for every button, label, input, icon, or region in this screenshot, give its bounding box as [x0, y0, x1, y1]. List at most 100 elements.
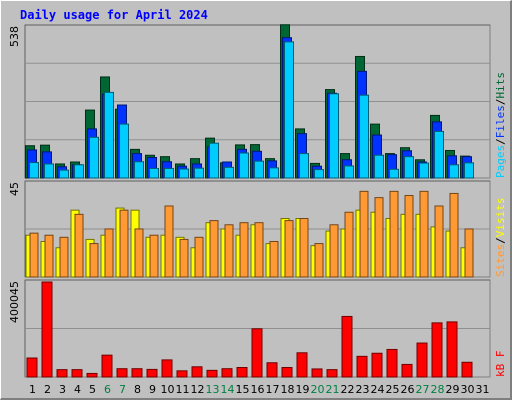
bar-sites-day-17: [269, 240, 279, 278]
axis-labels: 538 45 400045: [8, 26, 21, 323]
legend-sep-3: /: [494, 237, 507, 244]
bar-pages-day-3: [59, 169, 69, 179]
bar-pages-day-21: [329, 93, 339, 179]
bar-kbytes-day-29: [446, 321, 458, 378]
bar-kbytes-day-18: [281, 367, 293, 378]
bar-pages-day-8: [134, 161, 144, 179]
bar-pages-day-22: [344, 165, 354, 179]
bar-kbytes-day-23: [356, 355, 368, 378]
day-label-20: 20: [311, 383, 325, 396]
bar-kbytes-day-21: [326, 369, 338, 378]
bar-sites-day-20: [314, 243, 324, 278]
day-label-7: 7: [119, 383, 126, 396]
ymax-label-top: 538: [8, 26, 21, 47]
day-label-31: 31: [476, 383, 490, 396]
pane-hits-files-pages: [24, 24, 491, 179]
day-label-23: 23: [356, 383, 370, 396]
bar-kbytes-day-10: [161, 359, 173, 378]
ymax-label-bot: 400045: [8, 281, 21, 323]
bar-sites-day-18: [284, 220, 294, 278]
day-label-15: 15: [236, 383, 250, 396]
bar-kbytes-day-6: [101, 354, 113, 378]
bar-pages-day-2: [44, 163, 54, 179]
bar-sites-day-5: [89, 243, 99, 278]
day-label-17: 17: [266, 383, 280, 396]
bar-pages-day-4: [74, 164, 84, 179]
bar-pages-day-18: [284, 41, 294, 179]
legend-top: Pages/Files/Hits: [494, 72, 507, 178]
legend-mid: Sites/Visits: [494, 198, 507, 278]
bar-sites-day-15: [239, 222, 249, 278]
bar-pages-day-28: [434, 130, 444, 179]
legend-hits: Hits: [494, 72, 507, 99]
bar-sites-day-8: [134, 228, 144, 278]
bar-sites-day-24: [374, 197, 384, 278]
day-label-29: 29: [446, 383, 460, 396]
day-label-11: 11: [176, 383, 190, 396]
bar-kbytes-day-7: [116, 368, 128, 378]
bar-kbytes-day-2: [41, 281, 53, 378]
bar-sites-day-4: [74, 213, 84, 278]
day-label-1: 1: [29, 383, 36, 396]
bar-sites-day-28: [434, 205, 444, 278]
chart-title: Daily usage for April 2024: [20, 8, 208, 22]
legend-sep-1: /: [494, 138, 507, 145]
bar-sites-day-10: [164, 205, 174, 278]
day-label-3: 3: [59, 383, 66, 396]
bar-kbytes-day-8: [131, 368, 143, 378]
bar-kbytes-day-16: [251, 328, 263, 378]
bar-sites-day-11: [179, 238, 189, 278]
bar-kbytes-day-3: [56, 369, 68, 378]
day-label-28: 28: [431, 383, 445, 396]
bar-kbytes-day-27: [416, 342, 428, 378]
bar-sites-day-13: [209, 220, 219, 278]
legend-sep-2: /: [494, 99, 507, 106]
day-label-8: 8: [134, 383, 141, 396]
bar-kbytes-day-22: [341, 315, 353, 378]
bar-pages-day-24: [374, 154, 384, 179]
day-label-25: 25: [386, 383, 400, 396]
bar-sites-day-3: [59, 236, 69, 278]
bar-pages-day-15: [239, 152, 249, 179]
bar-pages-day-26: [404, 156, 414, 179]
bar-kbytes-day-4: [71, 369, 83, 378]
bar-sites-day-26: [404, 195, 414, 278]
bar-sites-day-1: [29, 232, 39, 278]
bar-kbytes-day-28: [431, 322, 443, 378]
bar-sites-day-23: [359, 190, 369, 278]
bar-pages-day-23: [359, 94, 369, 179]
bar-pages-day-16: [254, 160, 264, 179]
bar-sites-day-6: [104, 228, 114, 278]
bar-pages-day-29: [449, 164, 459, 179]
bar-kbytes-day-20: [311, 368, 323, 378]
day-label-16: 16: [251, 383, 265, 396]
bar-sites-day-22: [344, 211, 354, 278]
bar-kbytes-day-30: [461, 361, 473, 378]
bar-kbytes-day-1: [26, 357, 38, 378]
bar-sites-day-7: [119, 209, 129, 278]
legend-bot: kB F: [494, 351, 507, 378]
bar-sites-day-9: [149, 234, 159, 278]
bar-pages-day-27: [419, 162, 429, 179]
bar-kbytes-day-12: [191, 366, 203, 378]
bar-pages-day-10: [164, 167, 174, 179]
bar-kbytes-day-14: [221, 368, 233, 378]
bar-kbytes-day-19: [296, 352, 308, 378]
legend-pages-files-hits: Pages/Files/Hits: [494, 72, 507, 178]
day-label-9: 9: [149, 383, 156, 396]
bar-sites-day-16: [254, 222, 264, 278]
bar-pages-day-12: [194, 167, 204, 179]
bar-pages-day-25: [389, 168, 399, 179]
bar-pages-day-20: [314, 169, 324, 179]
day-label-13: 13: [206, 383, 220, 396]
bar-sites-day-25: [389, 190, 399, 278]
day-label-6: 6: [104, 383, 111, 396]
day-label-5: 5: [89, 383, 96, 396]
day-label-10: 10: [161, 383, 175, 396]
bar-pages-day-6: [104, 91, 114, 179]
bar-pages-day-9: [149, 167, 159, 179]
bar-sites-day-12: [194, 236, 204, 278]
legend-visits: Visits: [494, 198, 507, 238]
day-label-27: 27: [416, 383, 430, 396]
